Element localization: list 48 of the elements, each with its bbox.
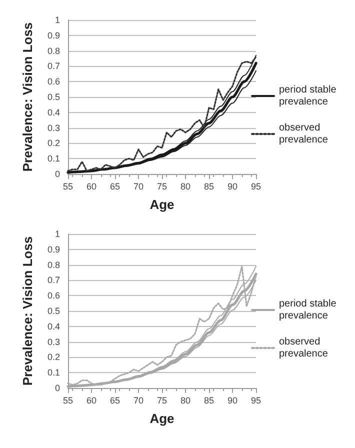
y-tick-label: 0.4	[47, 107, 60, 118]
y-tick-label: 0.8	[47, 46, 60, 56]
y-tick-label: 0.7	[47, 61, 60, 72]
y-tick-label: 0.2	[47, 352, 60, 362]
y-tick-label: 0.3	[47, 122, 60, 133]
y-tick-label: 0	[54, 383, 60, 393]
y-tick-label: 0.1	[47, 154, 60, 164]
x-tick-label: 95	[250, 182, 262, 192]
x-tick-label: 85	[204, 396, 214, 406]
x-axis-title: Age	[150, 411, 174, 426]
x-tick-label: 65	[110, 396, 120, 406]
x-tick-label: 55	[62, 396, 74, 406]
y-tick-label: 0.1	[47, 368, 60, 378]
y-tick-label: 0.2	[47, 138, 60, 148]
y-tick-label: 0.3	[47, 336, 60, 347]
y-tick-label: 0.6	[47, 76, 60, 87]
x-tick-label: 70	[133, 182, 144, 192]
x-tick-label: 95	[250, 396, 262, 406]
y-tick-label: 0.6	[47, 290, 60, 301]
x-tick-label: 60	[86, 396, 97, 406]
x-tick-label: 85	[204, 182, 214, 192]
y-tick-label: 0.5	[47, 92, 60, 102]
y-tick-label: 0.8	[47, 260, 60, 270]
x-tick-label: 80	[180, 182, 191, 192]
y-tick-label: 1	[54, 15, 60, 25]
x-tick-label: 90	[227, 396, 238, 406]
x-tick-label: 70	[133, 396, 144, 406]
x-tick-label: 90	[227, 182, 238, 192]
y-tick-label: 0	[54, 169, 60, 179]
x-tick-label: 60	[86, 182, 97, 192]
y-axis-title: Prevalence: Vision Loss	[20, 236, 35, 386]
x-tick-label: 65	[110, 182, 120, 192]
x-tick-label: 75	[156, 396, 168, 406]
x-tick-label: 80	[180, 396, 191, 406]
y-tick-label: 0.9	[47, 30, 60, 40]
y-axis-title: Prevalence: Vision Loss	[20, 22, 35, 172]
legend-label: period stable prevalence	[279, 84, 340, 108]
x-axis-title: Age	[150, 197, 174, 212]
y-tick-label: 0.4	[47, 321, 60, 332]
legend-label: observed prevalence	[279, 122, 328, 146]
y-tick-label: 1	[54, 229, 60, 239]
y-tick-label: 0.5	[47, 306, 60, 316]
legend-label: observed prevalence	[279, 336, 328, 360]
y-tick-label: 0.7	[47, 275, 60, 286]
y-tick-label: 0.9	[47, 244, 60, 254]
legend-label: period stable prevalence	[279, 298, 340, 322]
x-tick-label: 55	[62, 182, 74, 192]
x-tick-label: 75	[156, 182, 168, 192]
